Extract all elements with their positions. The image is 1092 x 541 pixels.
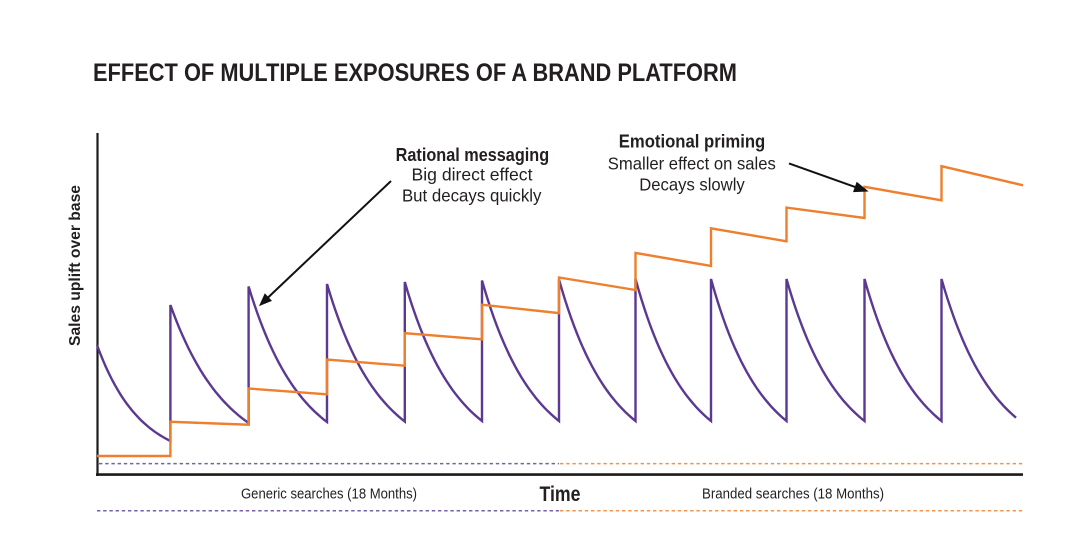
svg-text:Sales uplift over base: Sales uplift over base <box>67 185 84 346</box>
svg-text:EFFECT OF MULTIPLE EXPOSURES O: EFFECT OF MULTIPLE EXPOSURES OF A BRAND … <box>93 59 737 87</box>
svg-text:But decays quickly: But decays quickly <box>402 186 542 206</box>
svg-text:Generic searches (18 Months): Generic searches (18 Months) <box>241 487 417 503</box>
svg-text:Big direct effect: Big direct effect <box>412 164 533 184</box>
svg-text:Time: Time <box>540 483 581 506</box>
svg-text:Decays slowly: Decays slowly <box>639 175 745 195</box>
svg-text:Emotional priming: Emotional priming <box>619 132 766 152</box>
svg-text:Smaller effect on sales: Smaller effect on sales <box>608 154 776 174</box>
svg-text:Branded searches (18 Months): Branded searches (18 Months) <box>702 487 884 503</box>
svg-text:Rational messaging: Rational messaging <box>396 145 550 165</box>
